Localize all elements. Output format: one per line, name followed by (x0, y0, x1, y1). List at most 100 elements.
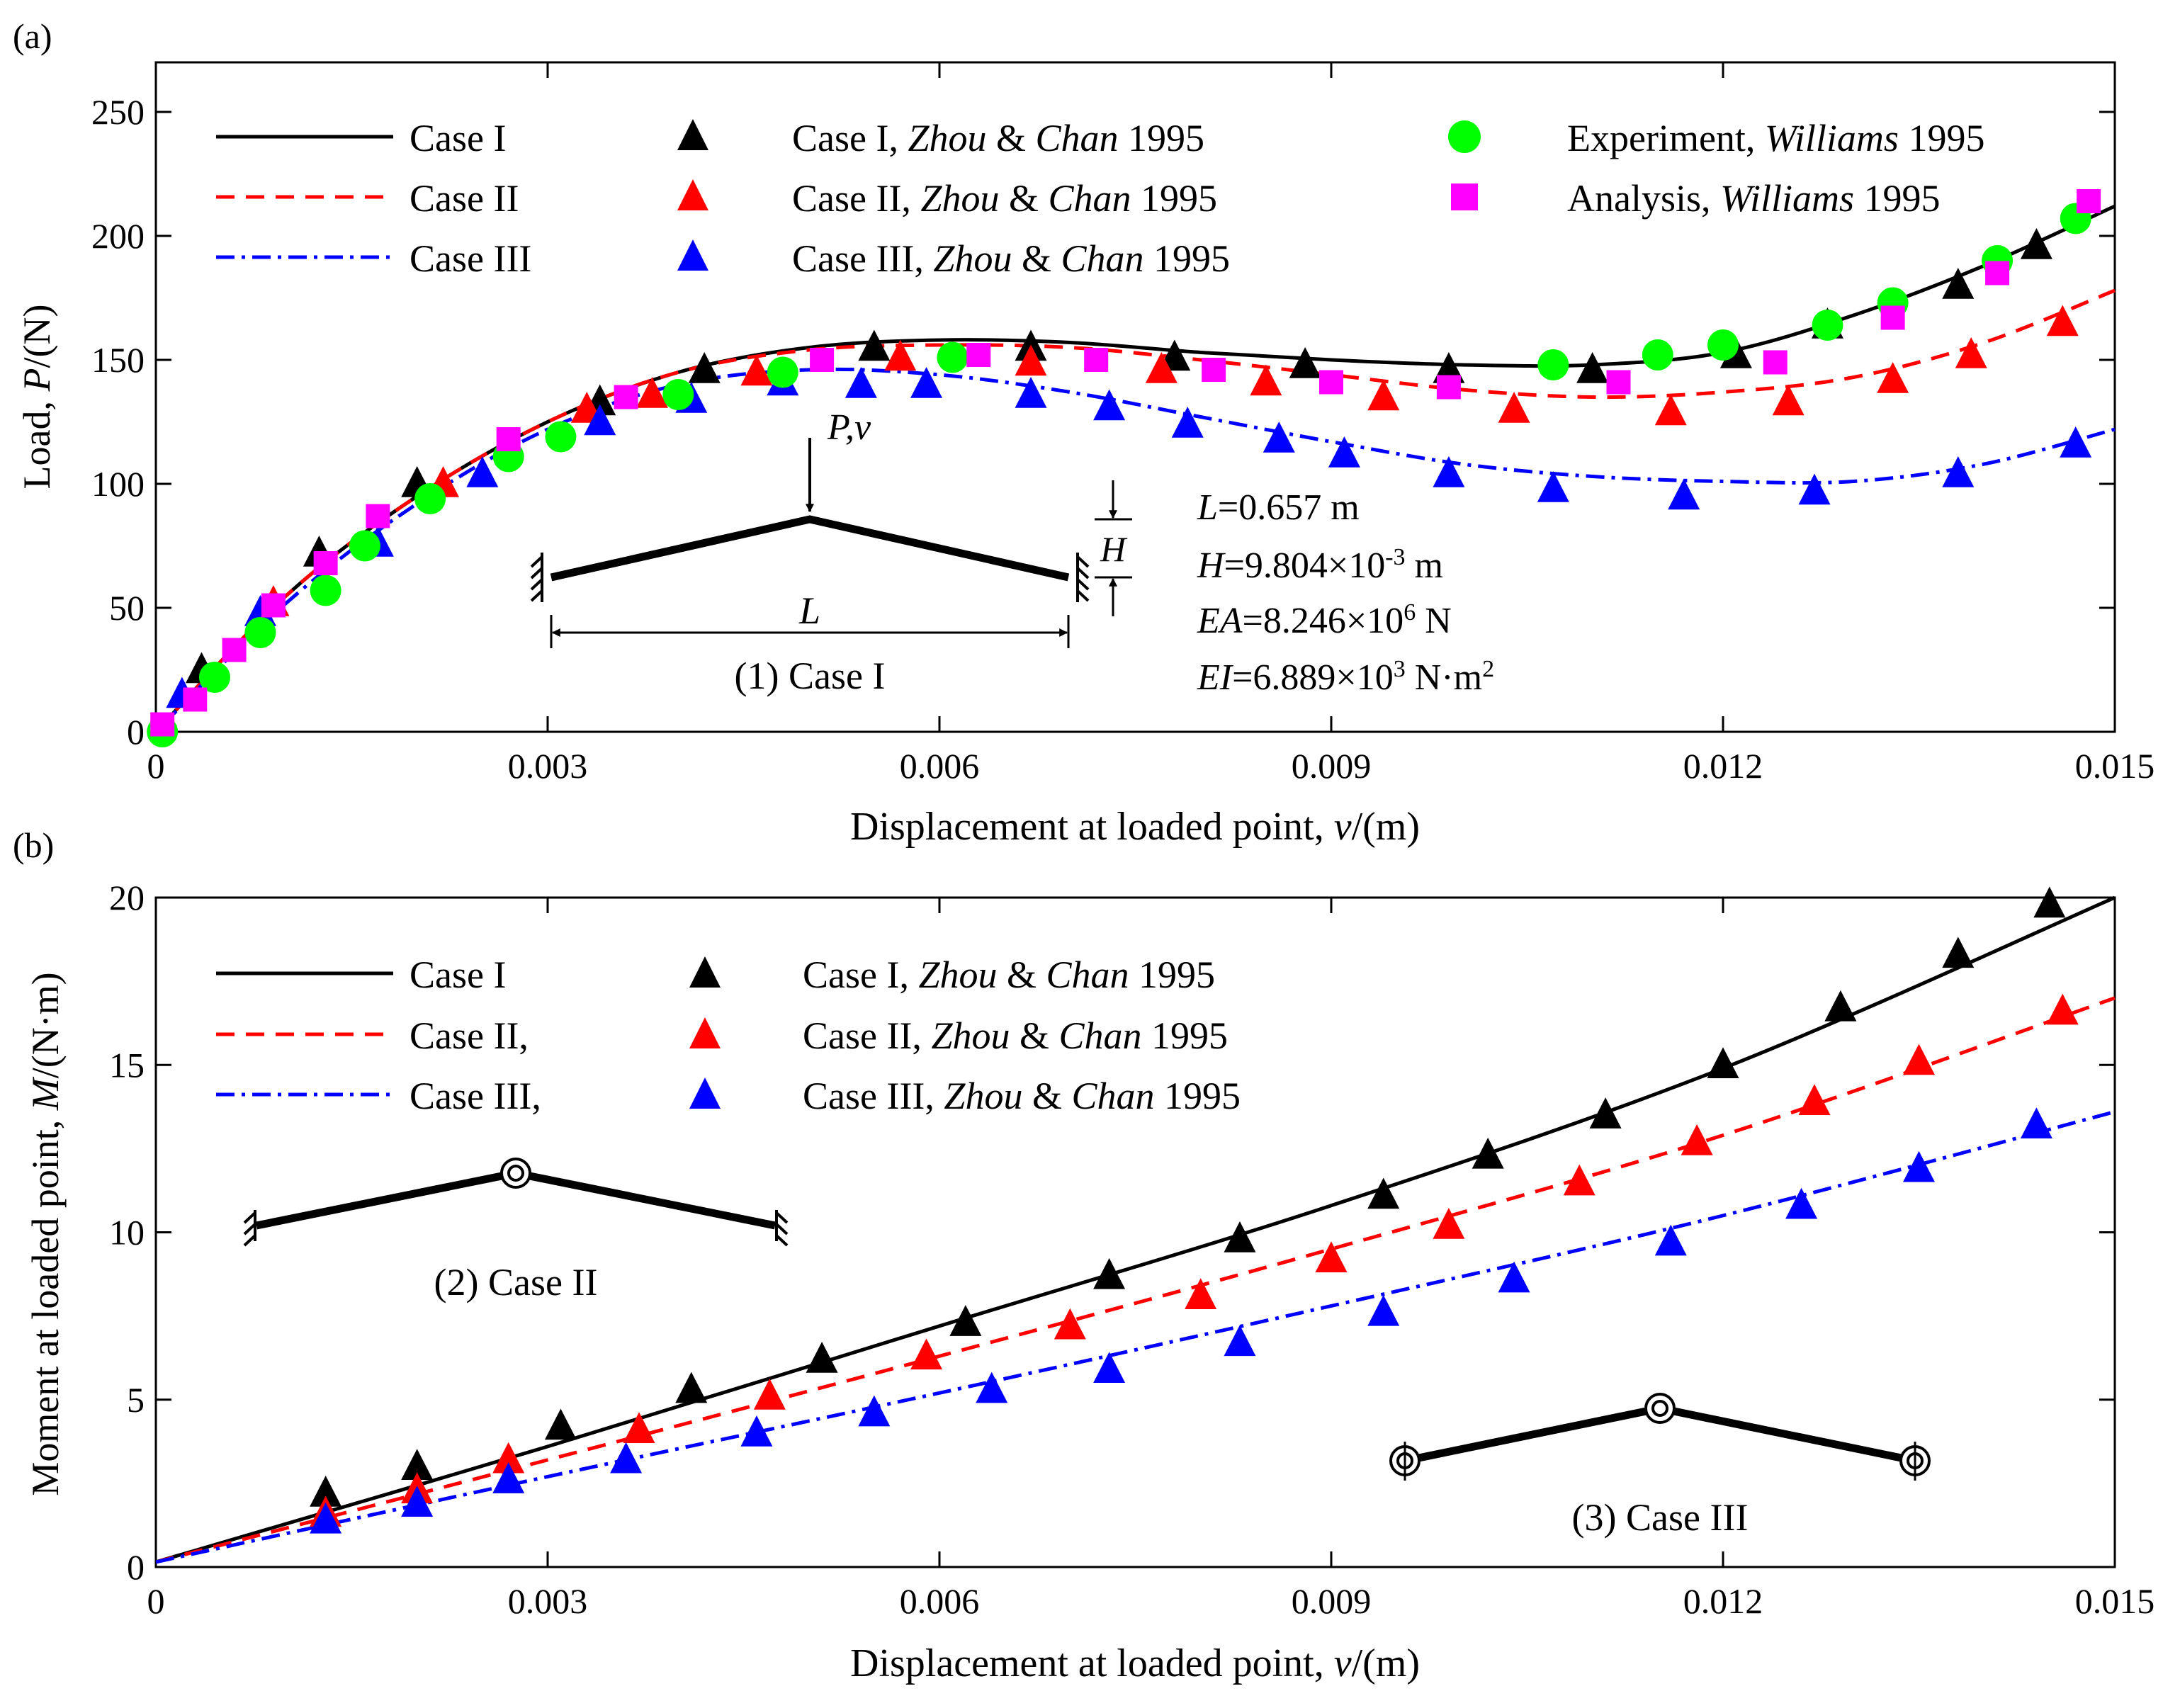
x-tick-label: 0.003 (508, 746, 588, 786)
data-point-zc3 (401, 1486, 434, 1517)
data-point-zc2 (1654, 394, 1687, 426)
y-tick-label: 5 (127, 1380, 145, 1420)
data-point-zc3 (2060, 426, 2092, 458)
data-point-zc1 (1707, 1047, 1739, 1078)
data-point-zc1 (1093, 1257, 1126, 1289)
legend-marker-zc2 (677, 179, 708, 210)
x-tick-label: 0 (147, 1581, 165, 1621)
data-point-exp (1812, 310, 1843, 341)
series-line-case3 (155, 1109, 2116, 1564)
data-point-zc3 (1263, 422, 1295, 453)
data-point-zc2 (1877, 362, 1909, 393)
y-tick-label: 250 (91, 92, 145, 132)
data-point-zc3 (584, 404, 616, 436)
x-tick-label: 0.009 (1292, 746, 1372, 786)
data-point-zc2 (1145, 352, 1177, 383)
x-tick-label: 0.009 (1292, 1581, 1372, 1621)
axis-ticks-a: 0 0.003 0.006 0.009 0.012 0.015 0 50 100 150 200 25… (91, 62, 2154, 786)
data-point-exp (937, 341, 968, 373)
x-tick-label: 0.003 (508, 1581, 588, 1621)
fixed-support-left (530, 553, 543, 602)
y-tick-label: 50 (109, 588, 145, 628)
case2-caption: (2) Case II (434, 1261, 598, 1303)
data-point-zc3 (466, 456, 499, 487)
load-label: P,v (827, 407, 871, 448)
data-point-ana (1606, 370, 1631, 395)
case2-fixed-support-left (243, 1210, 256, 1247)
data-point-zc1 (1824, 990, 1857, 1022)
data-point-zc2 (623, 1412, 655, 1444)
data-point-zc3 (1328, 436, 1360, 468)
data-point-zc3 (1224, 1325, 1256, 1357)
data-point-zc3 (1942, 456, 1975, 487)
data-point-exp (545, 421, 577, 453)
data-point-zc2 (1250, 364, 1282, 396)
y-axis-label-b: Moment at loaded point, M/(N·m) (24, 972, 67, 1495)
shallow-arch-beam (550, 515, 1070, 582)
data-point-exp (1642, 339, 1673, 371)
data-point-zc2 (910, 1338, 943, 1370)
panel-label-a: (a) (13, 16, 52, 56)
data-point-zc1 (1576, 352, 1609, 383)
data-point-zc3 (1903, 1150, 1935, 1182)
legend-marker-exp (1448, 120, 1481, 153)
series-a (147, 189, 2116, 747)
data-point-zc2 (492, 1442, 525, 1474)
data-point-zc1 (1942, 268, 1975, 299)
x-tick-label: 0.006 (900, 1581, 980, 1621)
data-point-zc3 (1367, 1294, 1400, 1326)
parameters-block: L=0.657 m H=9.804×10-3 m EA=8.246×106 N … (1197, 487, 1494, 698)
series-markers-zc1 (186, 228, 2052, 684)
legend-marker-zc2 (689, 1017, 721, 1048)
data-point-exp (1537, 349, 1569, 380)
data-point-zc2 (1054, 1308, 1086, 1340)
legend-label-zc1: Case I, Zhou & Chan 1995 (803, 954, 1215, 996)
series-line-case1 (154, 204, 2116, 733)
fixed-support-right (1076, 553, 1090, 602)
data-point-zc3 (845, 367, 877, 398)
data-point-exp (310, 575, 341, 606)
data-point-zc3 (1015, 377, 1047, 408)
y-tick-label: 100 (91, 464, 145, 504)
legend-label-zc2: Case II, Zhou & Chan 1995 (792, 177, 1217, 220)
data-point-zc2 (1563, 1164, 1596, 1196)
data-point-zc1 (1589, 1097, 1622, 1129)
legend-label-zc3: Case III, Zhou & Chan 1995 (803, 1075, 1241, 1117)
x-tick-label: 0.015 (2075, 1581, 2155, 1621)
data-point-zc1 (806, 1342, 838, 1373)
x-axis-label-a: Displacement at loaded point, v/(m) (850, 805, 1420, 849)
data-point-zc3 (1798, 473, 1831, 505)
param-EA: EA=8.246×106 N (1197, 599, 1452, 642)
legend-label-zc1: Case I, Zhou & Chan 1995 (792, 117, 1204, 159)
series-line-case1 (155, 895, 2116, 1564)
param-H: H=9.804×10-3 m (1197, 544, 1443, 587)
x-tick-label: 0 (147, 746, 165, 786)
data-point-zc3 (2020, 1107, 2052, 1139)
data-point-zc2 (1903, 1044, 1935, 1075)
param-EI: EI=6.889×103 N·m2 (1197, 656, 1494, 699)
data-point-zc1 (1367, 1177, 1400, 1209)
series-markers-exp (147, 203, 2091, 747)
data-point-ana (261, 593, 286, 618)
data-point-zc2 (636, 377, 668, 408)
data-point-ana (313, 551, 338, 575)
series-markers-zc1 (310, 886, 2066, 1507)
data-point-zc3 (1537, 471, 1569, 502)
data-point-zc1 (310, 1476, 342, 1507)
x-tick-label: 0.012 (1683, 1581, 1763, 1621)
data-point-zc2 (1498, 392, 1530, 423)
data-point-zc1 (1472, 1137, 1504, 1169)
case2-fixed-support-right (775, 1210, 789, 1247)
data-point-ana (2077, 189, 2101, 213)
case3-hinge-mid-icon (1644, 1393, 1676, 1424)
data-point-zc2 (740, 354, 773, 386)
series-markers-zc2 (257, 305, 2079, 616)
data-point-zc2 (1798, 1084, 1831, 1115)
data-point-ana (1985, 261, 2010, 285)
data-point-zc3 (244, 595, 276, 626)
panel-b: (b) 0 0.003 0.006 0.009 0.012 0.015 0 5 10 15 20 M… (13, 825, 2154, 1685)
data-point-zc3 (1654, 1224, 1687, 1256)
data-point-ana (1319, 370, 1343, 395)
data-point-ana (183, 687, 208, 712)
data-point-ana (496, 427, 521, 451)
